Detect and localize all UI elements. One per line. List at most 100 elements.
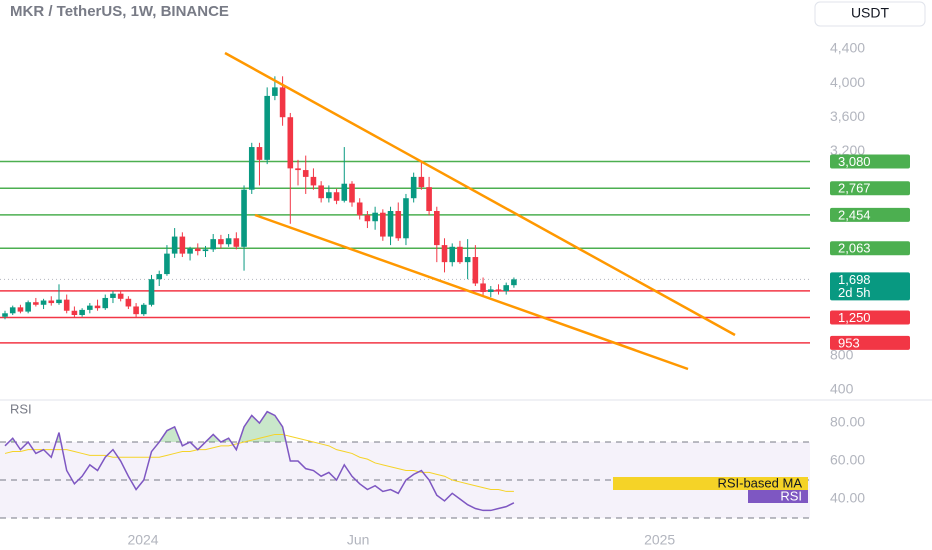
candle-body bbox=[125, 298, 132, 307]
candle-body bbox=[248, 147, 255, 190]
candle-body bbox=[349, 183, 355, 203]
candle-body bbox=[241, 189, 247, 247]
candle-body bbox=[387, 210, 394, 237]
last-price-label: 1,698 bbox=[838, 272, 871, 287]
candle-body bbox=[272, 87, 278, 96]
candle-body bbox=[356, 202, 363, 216]
last-price-tag bbox=[830, 272, 910, 301]
candle-body bbox=[487, 289, 494, 292]
level-tag-label: 2,767 bbox=[838, 181, 871, 196]
candle-body bbox=[472, 257, 479, 284]
candle-body bbox=[333, 192, 340, 201]
series-line bbox=[4, 410, 515, 512]
candle-body bbox=[341, 183, 348, 201]
candle-body bbox=[56, 299, 62, 304]
candle-body bbox=[156, 274, 163, 280]
x-tick-label: 2025 bbox=[644, 532, 675, 548]
candle-body bbox=[264, 95, 270, 160]
candle-body bbox=[79, 309, 85, 316]
candle-body bbox=[295, 168, 301, 171]
candle-body bbox=[2, 313, 8, 317]
candle-body bbox=[233, 238, 240, 247]
candle-body bbox=[364, 215, 371, 222]
y-tick-label: 80.00 bbox=[830, 414, 865, 430]
level-tag bbox=[830, 241, 910, 256]
candle-body bbox=[503, 285, 510, 292]
candle-body bbox=[287, 117, 294, 169]
level-tag bbox=[830, 310, 910, 325]
chart-title: MKR / TetherUS, 1W, BINANCE bbox=[10, 3, 229, 20]
price-tags: 3,0802,7672,4542,0631,5631,2509531,6982d… bbox=[830, 154, 910, 350]
candle-body bbox=[511, 279, 517, 286]
level-tag bbox=[830, 335, 910, 350]
candle-body bbox=[218, 239, 224, 245]
level-tag-label: 953 bbox=[838, 335, 860, 350]
candle-body bbox=[464, 257, 471, 263]
candle-body bbox=[102, 297, 109, 309]
price-panel: 400 800 3,200 3,600 4,000 4,400 bbox=[0, 40, 865, 397]
candle-body bbox=[372, 212, 378, 222]
candle-body bbox=[380, 212, 386, 237]
candle-body bbox=[87, 305, 93, 310]
candle-body bbox=[117, 293, 124, 299]
x-tick-label: Jun bbox=[347, 532, 370, 548]
candle-body bbox=[40, 300, 47, 305]
y-tick-label: 4,000 bbox=[830, 74, 865, 90]
rsi-panel: 80.00 60.00 40.00 2024 Jun 2025 RSI-based MARS… bbox=[0, 410, 865, 548]
level-tag-label: 3,080 bbox=[838, 154, 871, 169]
candle-body bbox=[148, 279, 155, 305]
level-tag-label: 2,063 bbox=[838, 241, 871, 256]
trend-line bbox=[254, 213, 689, 371]
candle-body bbox=[9, 307, 16, 314]
candle-body bbox=[395, 210, 402, 239]
candle-body bbox=[326, 192, 332, 199]
legend-swatch bbox=[748, 490, 808, 503]
level-tag bbox=[830, 181, 910, 196]
candle-body bbox=[194, 248, 201, 252]
y-tick-label: 800 bbox=[830, 347, 854, 363]
candle-body bbox=[426, 187, 432, 211]
candle-body bbox=[256, 147, 263, 160]
candle-body bbox=[403, 198, 409, 239]
candle-body bbox=[71, 310, 78, 316]
candle-body bbox=[94, 305, 101, 309]
candle-body bbox=[48, 300, 55, 304]
level-tag bbox=[830, 154, 910, 169]
candle-body bbox=[202, 249, 209, 252]
trend-line bbox=[224, 51, 736, 337]
candle-body bbox=[187, 248, 193, 254]
candle-body bbox=[164, 253, 170, 275]
legend-swatch bbox=[613, 477, 808, 490]
y-tick-label: 40.00 bbox=[830, 490, 865, 506]
currency-button-label[interactable]: USDT bbox=[851, 5, 890, 21]
level-tag-label: 2,454 bbox=[838, 207, 871, 222]
x-tick-label: 2024 bbox=[127, 532, 158, 548]
currency-button[interactable] bbox=[814, 1, 926, 27]
candle-body bbox=[410, 176, 417, 199]
y-tick-label: 3,200 bbox=[830, 142, 865, 158]
candle-body bbox=[495, 289, 502, 292]
y-tick-label: 3,600 bbox=[830, 108, 865, 124]
candle-body bbox=[63, 299, 70, 311]
candle-body bbox=[133, 306, 139, 315]
candle-body bbox=[171, 236, 178, 254]
candle-body bbox=[210, 239, 216, 250]
candle-body bbox=[279, 87, 286, 118]
legend-label: RSI bbox=[780, 488, 802, 503]
countdown-label: 2d 5h bbox=[838, 285, 871, 300]
overbought-fill bbox=[5, 411, 514, 443]
rsi-title: RSI bbox=[10, 401, 32, 416]
candle-body bbox=[110, 293, 116, 298]
y-tick-label: 400 bbox=[830, 381, 854, 397]
candle-body bbox=[33, 302, 39, 305]
candle-body bbox=[25, 302, 31, 312]
candle-body bbox=[179, 236, 186, 254]
candle-body bbox=[141, 304, 147, 315]
candle-body bbox=[418, 176, 425, 188]
candle-body bbox=[318, 185, 324, 199]
y-tick-label: 60.00 bbox=[830, 452, 865, 468]
candle-body bbox=[225, 238, 232, 245]
candle-body bbox=[310, 176, 317, 186]
candle-body bbox=[302, 170, 309, 177]
